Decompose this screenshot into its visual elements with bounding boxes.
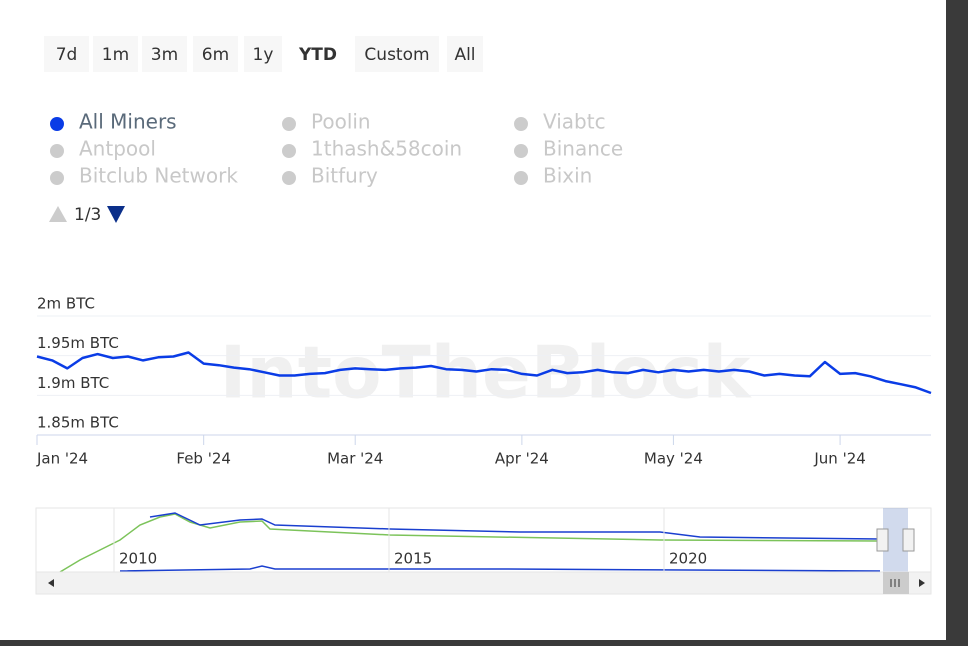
legend-label[interactable]: Antpool	[79, 137, 156, 161]
legend-marker[interactable]	[50, 171, 64, 185]
legend-marker[interactable]	[282, 171, 296, 185]
legend-next[interactable]	[107, 206, 125, 223]
legend-marker[interactable]	[514, 171, 528, 185]
legend-page: 1/3	[74, 205, 101, 225]
range-button[interactable]	[244, 36, 282, 72]
watermark: IntoTheBlock	[220, 331, 753, 415]
navigator-label: 2010	[119, 550, 157, 568]
navigator-series	[119, 565, 881, 572]
y-tick-label: 1.95m BTC	[37, 334, 119, 352]
range-button[interactable]	[288, 36, 348, 72]
x-tick-label: May '24	[644, 450, 703, 468]
navigator-label: 2015	[394, 550, 432, 568]
range-button[interactable]	[193, 36, 238, 72]
range-button-label[interactable]: All	[454, 45, 475, 65]
legend-label[interactable]: All Miners	[79, 110, 177, 134]
navigator-handle[interactable]	[902, 528, 915, 552]
legend-marker[interactable]	[50, 144, 64, 158]
legend-marker[interactable]	[514, 144, 528, 158]
range-button-label[interactable]: 3m	[151, 45, 178, 65]
range-button[interactable]	[44, 36, 89, 72]
legend-label[interactable]: Binance	[543, 137, 623, 161]
legend-label[interactable]: 1thash&58coin	[311, 137, 462, 161]
range-button-label[interactable]: 1m	[102, 45, 129, 65]
scroll-right[interactable]	[919, 579, 925, 587]
legend-marker[interactable]	[514, 117, 528, 131]
navigator-series	[149, 512, 881, 540]
x-tick-label: Jan '24	[36, 450, 88, 468]
legend-label[interactable]: Poolin	[311, 110, 371, 134]
legend-marker[interactable]	[50, 117, 64, 131]
range-button[interactable]	[355, 36, 439, 72]
range-button[interactable]	[447, 36, 483, 72]
range-button-label[interactable]: 1y	[253, 45, 274, 65]
x-tick-label: Feb '24	[176, 450, 231, 468]
y-tick-label: 1.9m BTC	[37, 374, 109, 392]
scrollbar-thumb[interactable]	[883, 572, 909, 594]
range-button-label[interactable]: YTD	[298, 45, 337, 65]
navigator-label: 2020	[669, 550, 707, 568]
range-button-label[interactable]: 7d	[56, 45, 78, 65]
range-button-label[interactable]: Custom	[364, 45, 429, 65]
legend-marker[interactable]	[282, 117, 296, 131]
x-tick-label: Apr '24	[495, 450, 549, 468]
thumb-grip	[890, 579, 900, 587]
legend-label[interactable]: Viabtc	[543, 110, 606, 134]
navigator-handle[interactable]	[876, 528, 889, 552]
x-tick-label: Jun '24	[813, 450, 865, 468]
legend-marker[interactable]	[282, 144, 296, 158]
range-button-label[interactable]: 6m	[202, 45, 229, 65]
x-tick-label: Mar '24	[327, 450, 383, 468]
range-button[interactable]	[93, 36, 138, 72]
legend-prev[interactable]	[49, 206, 67, 222]
range-button[interactable]	[142, 36, 187, 72]
line-series	[36, 351, 932, 395]
y-tick-label: 1.85m BTC	[37, 414, 119, 432]
navigator-series	[59, 513, 881, 573]
legend-label[interactable]: Bitfury	[311, 164, 378, 188]
y-tick-label: 2m BTC	[37, 295, 95, 313]
legend-label[interactable]: Bitclub Network	[79, 164, 238, 188]
scroll-left[interactable]	[48, 579, 54, 587]
legend-label[interactable]: Bixin	[543, 164, 592, 188]
scrollbar[interactable]	[35, 571, 932, 595]
